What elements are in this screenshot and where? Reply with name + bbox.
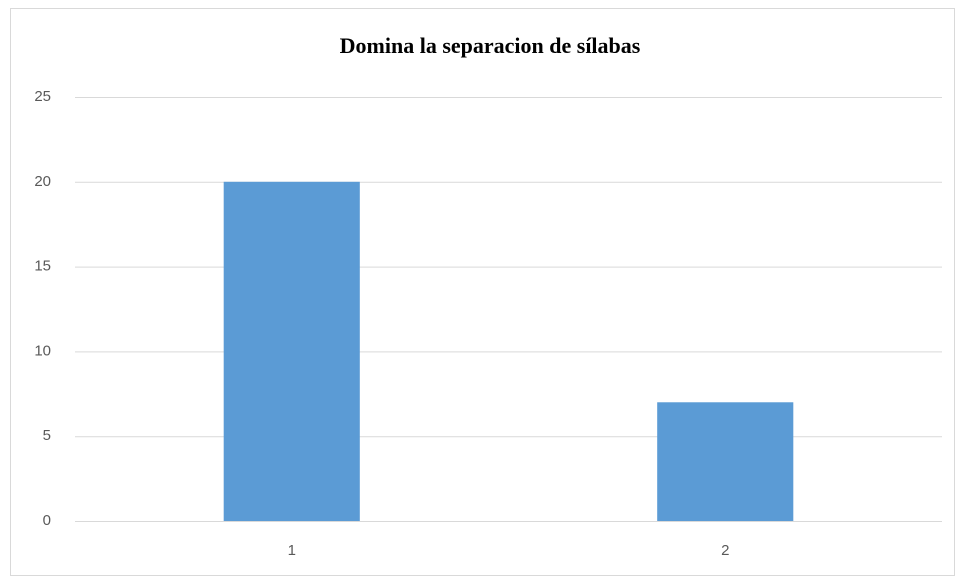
x-tick-label: 1 bbox=[288, 542, 296, 559]
bar bbox=[657, 402, 794, 521]
y-tick-label: 25 bbox=[34, 88, 51, 105]
y-tick-label: 20 bbox=[34, 173, 51, 190]
bar bbox=[223, 181, 360, 522]
chart-border bbox=[10, 8, 955, 576]
x-tick-label: 2 bbox=[721, 542, 729, 559]
y-tick-label: 10 bbox=[34, 342, 51, 359]
y-tick-label: 5 bbox=[43, 427, 51, 444]
y-tick-label: 0 bbox=[43, 512, 51, 529]
chart-title: Domina la separacion de sílabas bbox=[340, 33, 641, 58]
y-tick-label: 15 bbox=[34, 258, 51, 275]
